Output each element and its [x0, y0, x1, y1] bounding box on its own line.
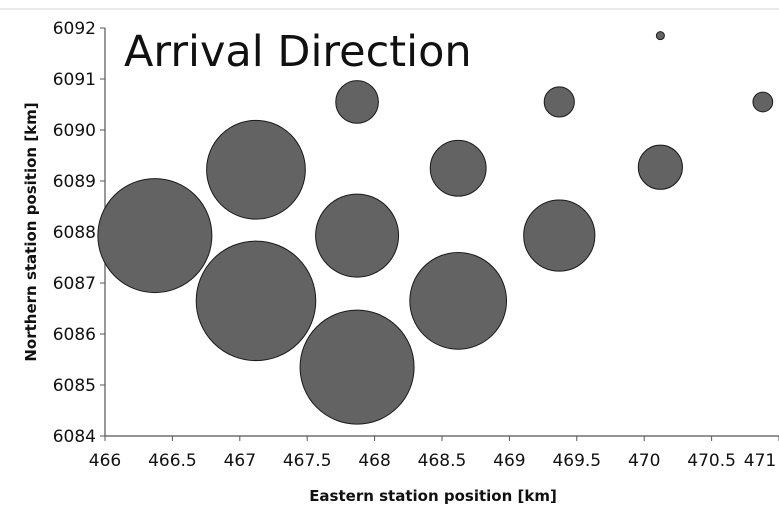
- y-tick-label: 6090: [53, 121, 96, 141]
- bubble-point: [655, 31, 665, 41]
- y-tick-label: 6089: [53, 172, 96, 192]
- x-tick-label: 469: [493, 451, 525, 471]
- y-tick-label: 6088: [53, 223, 96, 243]
- y-tick-label: 6085: [53, 376, 96, 396]
- bubble-point: [335, 80, 379, 124]
- x-axis-ticks: 466 466.5 467 467.5 468 468.5 469 469.5 470 470.5…: [89, 436, 779, 471]
- bubble-point: [523, 199, 596, 272]
- x-axis-title: Eastern station position [km]: [309, 487, 557, 505]
- bubble-point: [752, 91, 774, 113]
- y-tick-label: 6084: [53, 427, 96, 447]
- bubble-point: [543, 86, 575, 118]
- bubble-point: [637, 144, 683, 190]
- y-tick-label: 6087: [53, 274, 96, 294]
- bubble-point: [97, 178, 213, 294]
- bubble-point: [429, 139, 487, 197]
- y-axis-ticks: 6084 6085 6086 6087 6088 6089 6090 6091 6092: [53, 19, 105, 447]
- bubble-point: [315, 193, 400, 278]
- x-tick-label: 466: [89, 451, 121, 471]
- y-axis-title: Northern station position [km]: [22, 102, 40, 361]
- x-tick-label: 470: [628, 451, 660, 471]
- bubble-series: [97, 31, 774, 425]
- bubble-point: [206, 119, 306, 220]
- x-tick-label: 470.5: [687, 451, 736, 471]
- x-tick-label: 467.5: [283, 451, 332, 471]
- x-tick-label: 471: [744, 451, 776, 471]
- y-tick-label: 6086: [53, 325, 96, 345]
- x-tick-label: 466.5: [148, 451, 197, 471]
- bubble-point: [195, 240, 317, 362]
- y-tick-label: 6091: [53, 70, 96, 90]
- x-tick-label: 467: [224, 451, 256, 471]
- y-tick-label: 6092: [53, 19, 96, 39]
- bubble-point: [299, 309, 415, 425]
- x-tick-label: 468.5: [418, 451, 467, 471]
- x-tick-label: 469.5: [552, 451, 601, 471]
- chart-title: Arrival Direction: [124, 27, 472, 77]
- bubble-point: [409, 251, 508, 350]
- x-tick-label: 468: [358, 451, 390, 471]
